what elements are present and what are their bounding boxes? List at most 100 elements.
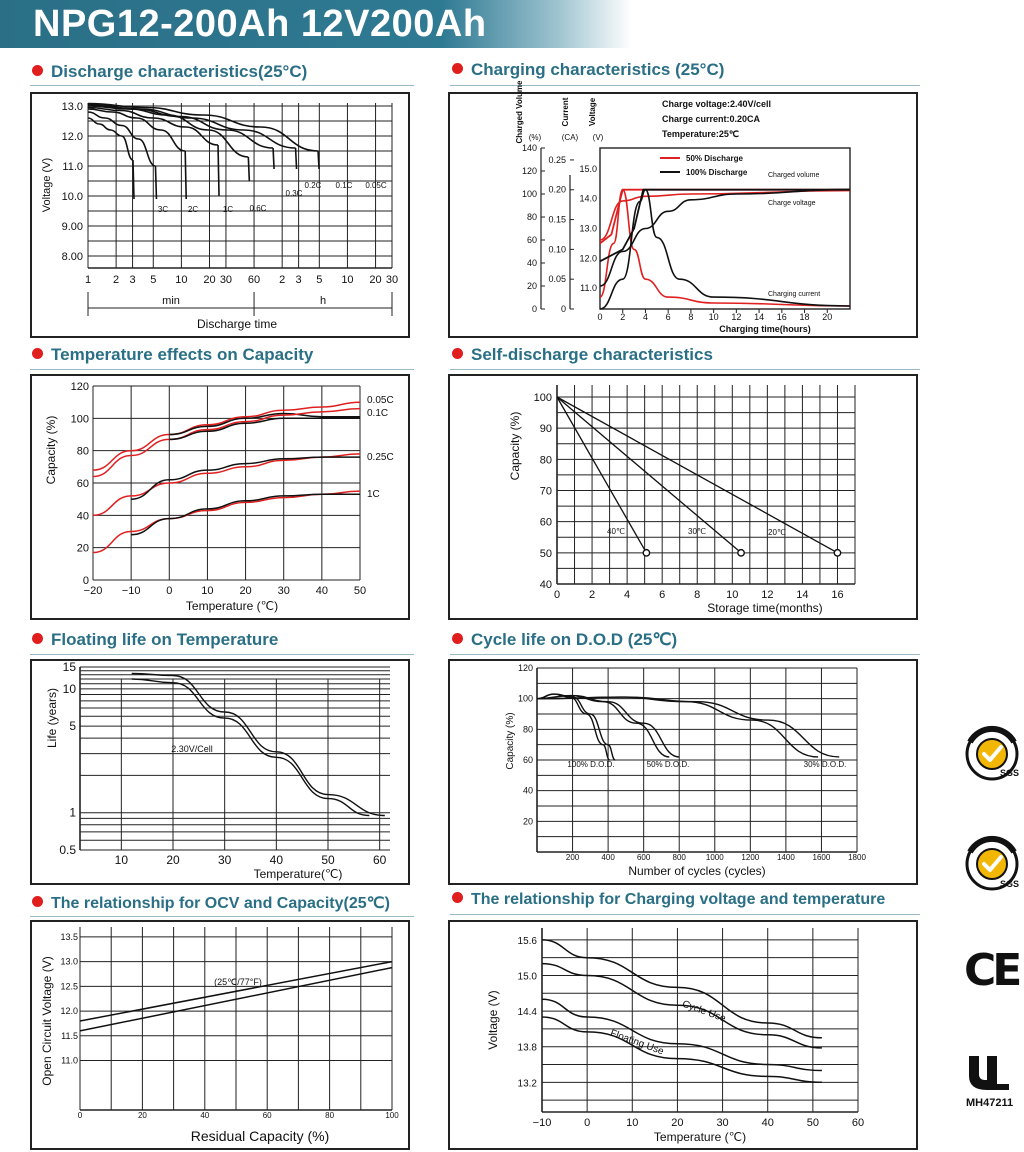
temperature-x-tick-label: 50 (354, 585, 366, 597)
discharge-y-tick-label: 10.0 (62, 191, 83, 203)
temperature-curve-0.05C (92, 401, 361, 471)
ul-recognized-icon (963, 1052, 1013, 1092)
cycle-life-curve (536, 694, 670, 758)
temperature-y-tick-label: 20 (77, 543, 89, 555)
section-title-selfdischarge: Self-discharge characteristics (452, 345, 713, 365)
floating-life-curve (131, 678, 370, 817)
chgvolt-y-tick-label: 13.8 (518, 1043, 538, 1054)
selfdischarge-series-label: 20℃ (768, 528, 786, 537)
section-title-text: Cycle life on D.O.D (25℃) (471, 630, 678, 649)
selfdischarge-y-tick-label: 80 (540, 454, 552, 466)
ocv-line (79, 960, 393, 1022)
temperature-series-label: 1C (367, 489, 380, 500)
charging-x-tick-label: 20 (822, 312, 832, 322)
cycle-life-curve (536, 693, 611, 761)
selfdischarge-endpoint (833, 548, 842, 557)
cycle-x-tick-label: 1800 (848, 853, 866, 862)
temperature-y-tick-label: 120 (71, 381, 89, 393)
section-title-discharge: Discharge characteristics(25°C) (32, 62, 307, 82)
ocv-y-tick-label: 11.5 (61, 1031, 78, 1041)
floating-x-tick-label: 30 (218, 853, 232, 867)
cycle-y-tick-label: 120 (518, 663, 533, 673)
selfdischarge-y-tick-label: 50 (540, 548, 552, 560)
selfdischarge-x-tick-label: 0 (554, 589, 560, 601)
floating-life-curve (131, 672, 385, 817)
ocv-x-tick-label: 80 (325, 1111, 334, 1120)
cycle-x-tick-label: 600 (637, 853, 651, 862)
discharge-curve-drop (132, 159, 135, 200)
chgvolt-x-tick-label: 0 (584, 1117, 590, 1129)
floating-x-tick-label: 60 (373, 853, 387, 867)
temperature-y-tick-label: 80 (77, 446, 89, 458)
cycle-y-tick-label: 60 (523, 755, 533, 765)
chgvolt-x-tick-label: 30 (716, 1117, 728, 1129)
selfdischarge-x-tick-label: 4 (624, 589, 630, 601)
discharge-x-tick-label: 10 (341, 274, 353, 286)
cycle-x-tick-label: 800 (673, 853, 687, 862)
cycle-series-label: 100% D.O.D. (567, 760, 614, 769)
section-title-floating: Floating life on Temperature (32, 630, 278, 650)
temperature-y-axis-label: Capacity (%) (44, 416, 58, 485)
section-title-text: Self-discharge characteristics (471, 345, 713, 364)
charging-volume-tick-label: 80 (527, 212, 537, 222)
charging-voltage-curve (599, 188, 850, 263)
discharge-curve (87, 102, 319, 152)
cycle-y-tick-label: 20 (523, 816, 533, 826)
section-title-text: Discharge characteristics(25°C) (51, 62, 308, 81)
discharge-curve (87, 111, 156, 167)
charging-current-header: Current (561, 97, 570, 126)
selfdischarge-line (556, 396, 742, 554)
discharge-x-group-label: h (320, 295, 326, 307)
selfdischarge-x-tick-label: 8 (694, 589, 700, 601)
discharge-x-tick-label: 30 (386, 274, 398, 286)
ocv-x-tick-label: 0 (78, 1111, 83, 1120)
selfdischarge-x-tick-label: 14 (796, 589, 808, 601)
discharge-x-tick-label: 3 (296, 274, 302, 286)
charging-note: Charge voltage:2.40V/cell (662, 99, 771, 109)
charging-plot-frame (599, 147, 851, 310)
temperature-x-tick-label: 20 (239, 585, 251, 597)
chgvolt-curve (541, 939, 822, 1039)
bullet-icon (32, 896, 43, 908)
charging-volume-tick-label: 120 (522, 166, 537, 176)
discharge-curve (87, 103, 296, 149)
discharge-x-axis-label: Discharge time (197, 317, 277, 331)
ocv-y-tick-label: 11.0 (61, 1056, 78, 1066)
charging-current-unit: (CA) (562, 133, 579, 142)
chgvolt-series-label: Cycle Use (681, 999, 728, 1025)
selfdischarge-line (556, 396, 647, 554)
discharge-x-tick-label: 5 (150, 274, 156, 286)
discharge-x-group-label: min (162, 295, 180, 307)
floating-y-axis-label: Life (years) (45, 688, 59, 748)
ocv-line (79, 966, 393, 1032)
selfdischarge-endpoint (737, 548, 745, 557)
floating-x-axis-label: Temperature(℃) (254, 867, 343, 881)
cycle-y-tick-label: 40 (523, 786, 533, 796)
cycle-y-tick-label: 80 (523, 724, 533, 734)
discharge-x-tick-label: 1 (85, 274, 91, 286)
discharge-x-tick-label: 5 (316, 274, 322, 286)
discharge-curve-drop (247, 156, 251, 182)
charging-voltage-tick-label: 12.0 (579, 253, 597, 263)
section-title-ocv: The relationship for OCV and Capacity(25… (32, 893, 390, 913)
cycle-life-curve (536, 696, 819, 758)
charging-x-tick-label: 10 (709, 312, 719, 322)
ocv-x-axis-label: Residual Capacity (%) (191, 1128, 330, 1144)
ocv-annotation: (25℃/77°F) (214, 977, 262, 987)
section-title-temperature: Temperature effects on Capacity (32, 345, 313, 365)
charging-x-tick-label: 18 (800, 312, 810, 322)
chgvolt-y-tick-label: 14.4 (518, 1007, 538, 1018)
selfdischarge-x-tick-label: 10 (726, 589, 738, 601)
discharge-series-label: 3C (158, 205, 168, 214)
charging-volume-tick-label: 100 (522, 189, 537, 199)
cycle-x-tick-label: 1200 (741, 853, 759, 862)
cycle-x-axis-label: Number of cycles (cycles) (628, 864, 765, 878)
selfdischarge-x-tick-label: 12 (761, 589, 773, 601)
selfdischarge-x-tick-label: 2 (589, 589, 595, 601)
ocv-panel (30, 920, 410, 1150)
section-title-text: The relationship for Charging voltage an… (471, 891, 886, 908)
selfdischarge-series-label: 40℃ (607, 527, 625, 536)
charging-annotation: Charge voltage (768, 200, 816, 207)
discharge-x-tick-label: 10 (175, 274, 187, 286)
